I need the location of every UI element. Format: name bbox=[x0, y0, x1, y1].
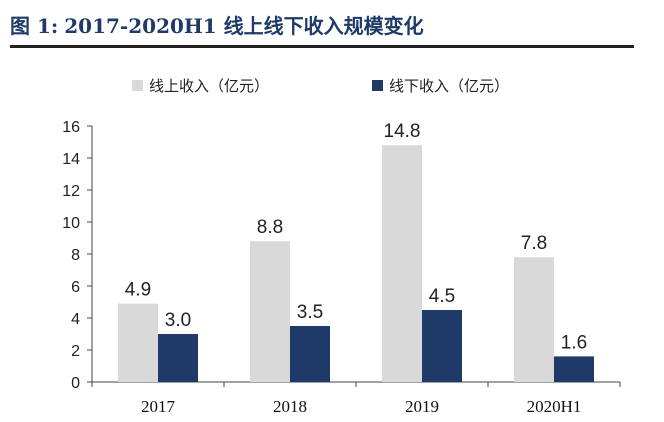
data-label: 3.0 bbox=[165, 310, 191, 331]
y-tick-label: 8 bbox=[71, 247, 80, 264]
legend-swatch-offline bbox=[372, 80, 383, 91]
figure-title-text: 2017-2020H1 线上线下收入规模变化 bbox=[64, 14, 424, 38]
figure-title: 图 1: 2017-2020H1 线上线下收入规模变化 bbox=[10, 10, 424, 39]
data-label: 4.5 bbox=[429, 286, 455, 307]
legend-swatch-online bbox=[132, 80, 143, 91]
bar-online bbox=[118, 303, 158, 382]
figure-number: 图 1: bbox=[10, 14, 59, 38]
x-category-label: 2017 bbox=[141, 397, 176, 416]
data-label: 14.8 bbox=[384, 121, 421, 142]
x-category-label: 2020H1 bbox=[527, 397, 582, 416]
legend-label-online: 线上收入（亿元） bbox=[149, 77, 269, 95]
bar-offline bbox=[554, 356, 594, 382]
legend-label-offline: 线下收入（亿元） bbox=[389, 77, 509, 95]
bar-online bbox=[382, 145, 422, 382]
data-label: 3.5 bbox=[297, 302, 323, 323]
y-tick-label: 10 bbox=[62, 215, 80, 232]
y-tick-label: 4 bbox=[71, 311, 80, 328]
x-category-label: 2018 bbox=[273, 397, 307, 416]
y-tick-label: 2 bbox=[71, 343, 80, 360]
bar-offline bbox=[290, 326, 330, 382]
title-rule bbox=[10, 45, 634, 48]
x-category-label: 2019 bbox=[405, 397, 439, 416]
bar-online bbox=[250, 241, 290, 382]
y-tick-label: 0 bbox=[71, 375, 80, 392]
y-tick-label: 12 bbox=[62, 183, 80, 200]
data-label: 7.8 bbox=[521, 233, 547, 254]
y-tick-label: 6 bbox=[71, 279, 80, 296]
data-label: 8.8 bbox=[257, 217, 283, 238]
data-label: 4.9 bbox=[125, 280, 151, 301]
bar-offline bbox=[158, 334, 198, 382]
bar-online bbox=[514, 257, 554, 382]
bar-offline bbox=[422, 310, 462, 382]
y-tick-label: 14 bbox=[62, 151, 80, 168]
y-tick-label: 16 bbox=[62, 119, 80, 136]
data-label: 1.6 bbox=[561, 332, 587, 353]
